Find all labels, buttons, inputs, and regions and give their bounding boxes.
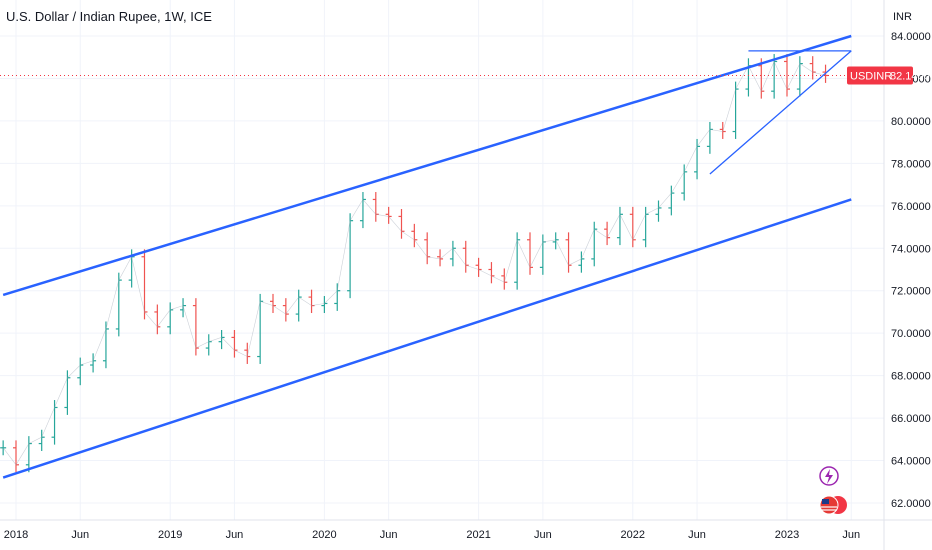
x-tick-label: 2021 bbox=[466, 529, 490, 541]
price-bar bbox=[13, 440, 19, 473]
x-tick-label: 2022 bbox=[621, 529, 645, 541]
price-bar bbox=[706, 121, 713, 154]
price-bar bbox=[231, 329, 238, 358]
price-bar bbox=[527, 232, 533, 275]
price-bar bbox=[180, 298, 187, 318]
price-bar bbox=[167, 302, 174, 335]
trendline[interactable] bbox=[2, 198, 852, 479]
price-path bbox=[2, 60, 826, 466]
price-bar bbox=[796, 56, 803, 97]
y-tick-label: 66.0000 bbox=[891, 413, 931, 425]
y-tick-label: 70.0000 bbox=[891, 328, 931, 340]
price-bar bbox=[616, 206, 623, 246]
price-bar bbox=[115, 272, 122, 337]
us-flag-icon[interactable] bbox=[819, 495, 847, 515]
x-tick-label: Jun bbox=[534, 529, 552, 541]
last-price-value: 82.1400 bbox=[890, 70, 930, 82]
last-price-badge-bg bbox=[847, 66, 913, 85]
price-bar bbox=[578, 251, 585, 273]
price-bar bbox=[411, 223, 418, 248]
price-bar bbox=[295, 289, 302, 322]
y-tick-label: 68.0000 bbox=[891, 371, 931, 383]
price-bar bbox=[90, 353, 97, 373]
symbol-label: USDINR bbox=[850, 70, 892, 82]
price-bar bbox=[64, 370, 71, 415]
price-bar bbox=[668, 185, 675, 216]
price-bar bbox=[514, 232, 521, 290]
price-bar bbox=[359, 192, 366, 229]
x-tick-label: 2020 bbox=[312, 529, 336, 541]
price-bar bbox=[321, 296, 328, 314]
price-bar bbox=[745, 58, 752, 97]
price-bar bbox=[282, 298, 289, 322]
trendline[interactable] bbox=[2, 34, 852, 297]
price-bar bbox=[565, 232, 572, 273]
price-bar bbox=[244, 342, 251, 364]
x-tick-label: Jun bbox=[842, 529, 860, 541]
price-bar bbox=[308, 289, 315, 314]
y-tick-label: 74.0000 bbox=[891, 243, 931, 255]
price-bar bbox=[218, 329, 225, 350]
price-bar bbox=[591, 221, 598, 267]
price-bar bbox=[257, 293, 264, 364]
price-bar bbox=[629, 206, 636, 248]
price-bar bbox=[694, 138, 701, 180]
y-tick-label: 78.0000 bbox=[891, 158, 931, 170]
price-bar bbox=[437, 249, 444, 267]
x-tick-label: Jun bbox=[688, 529, 706, 541]
price-bar bbox=[462, 240, 469, 273]
x-tick-label: 2023 bbox=[775, 529, 799, 541]
currency-label: INR bbox=[893, 11, 912, 23]
price-bar bbox=[552, 232, 559, 250]
price-bar bbox=[270, 293, 276, 314]
price-bar bbox=[449, 240, 456, 267]
chart-title: U.S. Dollar / Indian Rupee, 1W, ICE bbox=[6, 9, 212, 24]
price-bar bbox=[501, 268, 508, 290]
price-bar bbox=[38, 429, 45, 451]
price-bar bbox=[758, 58, 765, 99]
price-series bbox=[0, 54, 829, 473]
price-bar bbox=[205, 334, 212, 356]
price-bar bbox=[347, 213, 354, 299]
price-bar bbox=[141, 249, 148, 320]
price-axis[interactable]: 84.000082.000080.000078.000076.000074.00… bbox=[891, 31, 931, 510]
price-bar bbox=[398, 209, 405, 239]
last-price-badge[interactable]: USDINR 82.1400 bbox=[847, 66, 930, 85]
price-bar bbox=[604, 221, 611, 246]
trendline[interactable] bbox=[709, 50, 852, 175]
time-axis[interactable]: 2018 Jun 2019 Jun 2020 Jun 2021 Jun 2022 Jun 2023 J… bbox=[4, 529, 860, 541]
y-tick-label: 62.0000 bbox=[891, 498, 931, 510]
price-bar bbox=[154, 304, 161, 335]
price-bar bbox=[372, 192, 379, 222]
price-bar bbox=[334, 283, 341, 311]
x-tick-label: Jun bbox=[380, 529, 398, 541]
y-tick-label: 76.0000 bbox=[891, 201, 931, 213]
trendlines bbox=[2, 34, 852, 479]
lightning-icon[interactable] bbox=[819, 466, 839, 486]
price-bar bbox=[719, 121, 726, 139]
price-bar bbox=[25, 436, 32, 473]
price-bar bbox=[77, 357, 84, 386]
y-tick-label: 72.0000 bbox=[891, 286, 931, 298]
y-tick-label: 80.0000 bbox=[891, 116, 931, 128]
y-tick-label: 64.0000 bbox=[891, 456, 931, 468]
x-tick-label: Jun bbox=[226, 529, 244, 541]
y-tick-label: 84.0000 bbox=[891, 31, 931, 43]
price-bar bbox=[809, 56, 816, 80]
x-tick-label: 2019 bbox=[158, 529, 182, 541]
x-tick-label: Jun bbox=[71, 529, 89, 541]
price-bar bbox=[488, 262, 495, 284]
price-bar bbox=[475, 257, 482, 277]
price-bar bbox=[0, 440, 7, 456]
grid bbox=[0, 0, 884, 520]
price-bar bbox=[732, 81, 739, 139]
price-bar bbox=[655, 200, 662, 222]
x-tick-label: 2018 bbox=[4, 529, 28, 541]
price-bar bbox=[681, 164, 688, 201]
price-bar bbox=[539, 234, 546, 275]
price-bar bbox=[385, 206, 392, 224]
